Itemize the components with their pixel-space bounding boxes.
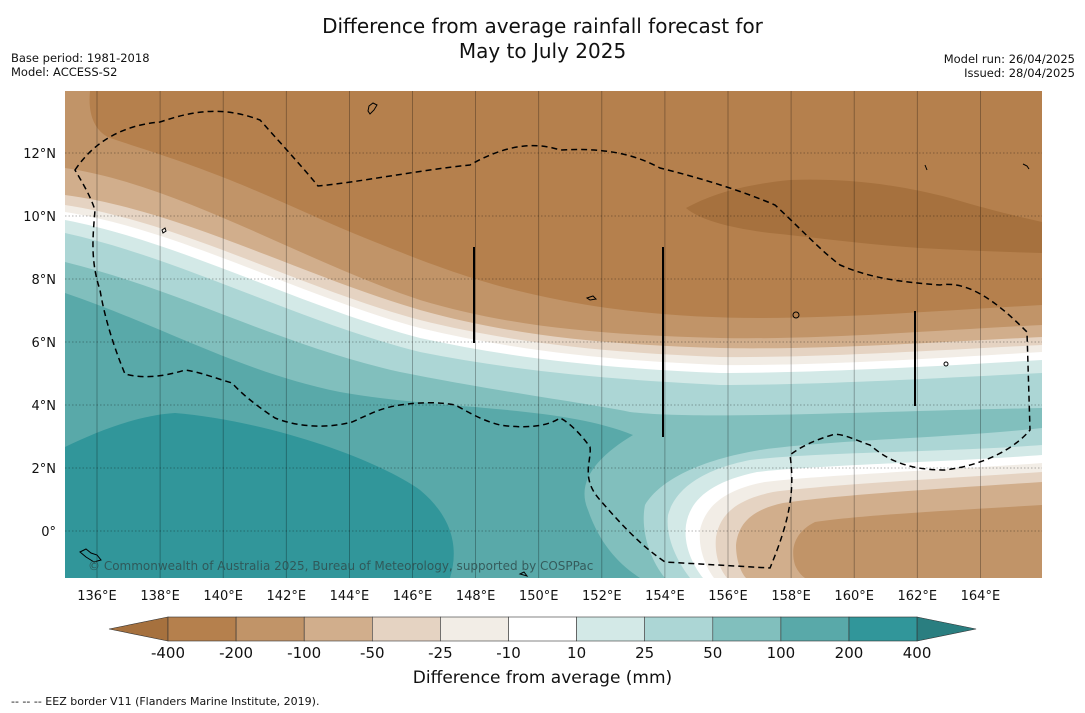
colorbar-segment: [780, 616, 850, 642]
south-band-minus-100: [793, 505, 1042, 578]
colorbar-tick: -10: [496, 644, 521, 662]
title-line-2: May to July 2025: [458, 39, 627, 63]
lon-tick-label: 142°E: [267, 589, 307, 604]
colorbar-tick: 200: [835, 644, 864, 662]
colorbar-tick: 10: [567, 644, 586, 662]
eez-border: [74, 110, 1031, 569]
colorbar-segment: [303, 616, 373, 642]
lon-tick-label: 138°E: [140, 589, 180, 604]
colorbar-extend-low: [108, 616, 169, 642]
lon-tick-label: 148°E: [456, 589, 496, 604]
colorbar-segment: [508, 616, 577, 642]
colorbar-segment: [712, 616, 782, 642]
colorbar-tick: -400: [151, 644, 185, 662]
eez-footnote: -- -- -- EEZ border V11 (Flanders Marine…: [11, 695, 320, 708]
colorbar-segment: [440, 616, 509, 642]
colorbar-tick: -200: [219, 644, 253, 662]
lon-tick-label: 146°E: [393, 589, 433, 604]
title-line-1: Difference from average rainfall forecas…: [322, 14, 763, 38]
map-grid: [65, 91, 1042, 578]
colorbar-segment: [371, 616, 441, 642]
colorbar-label: Difference from average (mm): [412, 668, 673, 688]
north-band-minus-200: [89, 91, 1042, 318]
colorbar-segment: [167, 616, 237, 642]
lat-tick-label: 8°N: [32, 273, 57, 288]
colorbar-segment: [644, 616, 714, 642]
lon-tick-label: 144°E: [330, 589, 370, 604]
lon-tick-label: 154°E: [645, 589, 685, 604]
issued-date: Issued: 28/04/2025: [964, 66, 1075, 80]
north-band-minus-400: [686, 179, 1042, 253]
lon-tick-label: 158°E: [771, 589, 811, 604]
lon-tick-label: 152°E: [582, 589, 622, 604]
lon-tick-label: 160°E: [834, 589, 874, 604]
base-info: Base period: 1981-2018 Model: ACCESS-S2: [11, 51, 150, 79]
lon-tick-label: 164°E: [961, 589, 1001, 604]
lon-tick-labels: 136°E 138°E 140°E 142°E 144°E 146°E 148°E 150°E…: [77, 589, 1000, 604]
colorbar-segment: [235, 616, 305, 642]
colorbar-extend-high: [916, 616, 977, 642]
colorbar-tick: -50: [360, 644, 385, 662]
chart-title: Difference from average rainfall forecas…: [0, 14, 1085, 64]
colorbar-tick: 25: [635, 644, 654, 662]
lat-tick-label: 0°: [41, 525, 56, 540]
colorbar-segment: [848, 616, 918, 642]
band-plus-400: [65, 413, 454, 578]
lat-tick-label: 12°N: [23, 147, 56, 162]
colorbar-tick-labels: -400 -200 -100 -50 -25 -10 10 25 50 100 200 400: [151, 644, 931, 662]
islands: [79, 102, 1030, 577]
colorbar: [108, 616, 977, 642]
base-period: Base period: 1981-2018: [11, 51, 150, 65]
lon-tick-label: 156°E: [708, 589, 748, 604]
colorbar-tick: -100: [287, 644, 321, 662]
colorbar-tick: 50: [703, 644, 722, 662]
colorbar-tick: 400: [903, 644, 932, 662]
lat-tick-label: 6°N: [32, 336, 57, 351]
model-run: Model run: 26/04/2025: [943, 52, 1075, 66]
map-field: [65, 91, 1042, 578]
model-name: Model: ACCESS-S2: [11, 65, 118, 79]
colorbar-tick: 100: [767, 644, 796, 662]
copyright-text: © Commonwealth of Australia 2025, Bureau…: [88, 559, 593, 573]
lat-tick-labels: 12°N 10°N 8°N 6°N 4°N 2°N 0°: [23, 147, 56, 540]
lat-tick-label: 2°N: [32, 462, 57, 477]
lon-tick-label: 162°E: [898, 589, 938, 604]
run-info: Model run: 26/04/2025 Issued: 28/04/2025: [944, 52, 1075, 80]
lat-tick-label: 4°N: [32, 399, 57, 414]
colorbar-tick: -25: [428, 644, 453, 662]
colorbar-segment: [576, 616, 645, 642]
lon-tick-label: 136°E: [77, 589, 117, 604]
lat-tick-label: 10°N: [23, 210, 56, 225]
lon-tick-label: 140°E: [203, 589, 243, 604]
lon-tick-label: 150°E: [519, 589, 559, 604]
